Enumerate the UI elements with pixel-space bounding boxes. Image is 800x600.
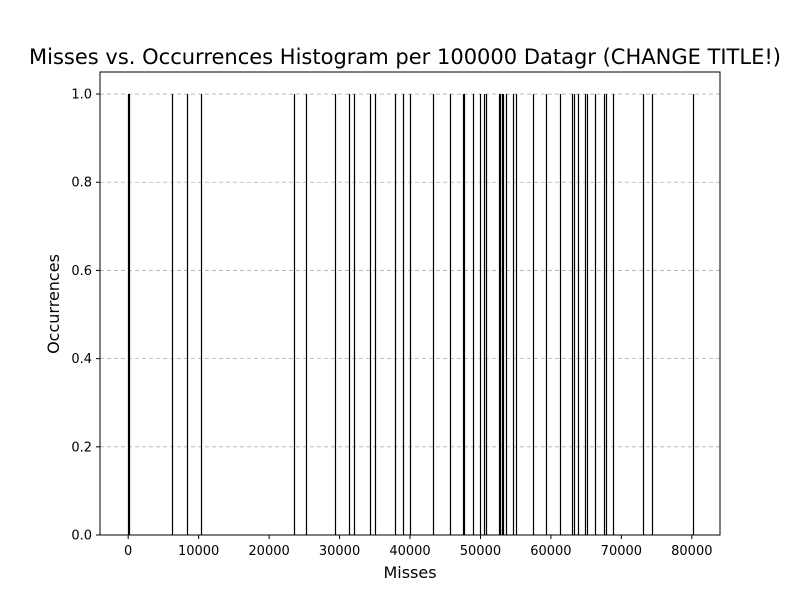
x-axis-label: Misses — [383, 563, 436, 582]
x-tick-label: 70000 — [601, 544, 642, 559]
x-tick-label: 40000 — [389, 544, 430, 559]
y-tick-label: 1.0 — [71, 88, 92, 103]
chart-title: Misses vs. Occurrences Histogram per 100… — [29, 45, 781, 69]
x-tick-label: 30000 — [319, 544, 360, 559]
y-tick-label: 0.8 — [71, 176, 92, 191]
bars — [127, 94, 695, 535]
x-tick-label: 0 — [124, 544, 132, 559]
x-tick-label: 60000 — [530, 544, 571, 559]
y-tick-label: 0.6 — [71, 264, 92, 279]
x-tick-label: 80000 — [671, 544, 712, 559]
y-tick-label: 0.4 — [71, 352, 92, 367]
y-tick-label: 0.0 — [71, 529, 92, 544]
x-tick-label: 50000 — [460, 544, 501, 559]
x-tick-label: 20000 — [248, 544, 289, 559]
y-axis-ticks: 0.0 0.2 0.4 0.6 0.8 1.0 — [71, 88, 100, 544]
x-axis-ticks: 0 10000 20000 30000 40000 50000 60000 70000 8000… — [124, 535, 712, 559]
y-axis-label: Occurrences — [44, 254, 63, 354]
x-tick-label: 10000 — [178, 544, 219, 559]
y-tick-label: 0.2 — [71, 440, 92, 455]
